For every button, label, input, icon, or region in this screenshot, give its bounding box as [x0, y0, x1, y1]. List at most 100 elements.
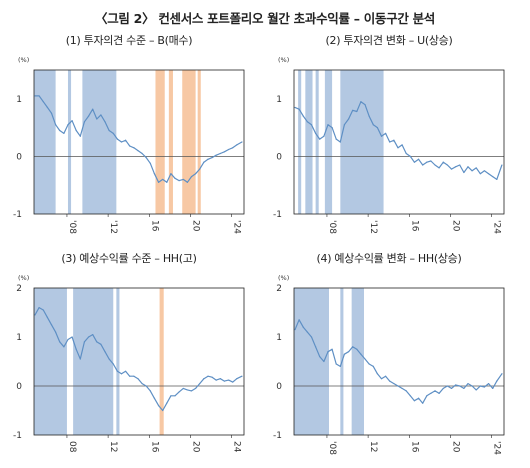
- data-point: [294, 106, 296, 109]
- data-point: [298, 319, 300, 321]
- data-point: [236, 378, 238, 380]
- data-point: [475, 167, 477, 169]
- data-point: [327, 351, 329, 353]
- data-point: [166, 402, 168, 404]
- data-point: [422, 164, 424, 166]
- data-point: [42, 309, 44, 311]
- shade-band-blue: [116, 288, 120, 435]
- data-point: [153, 173, 156, 175]
- series-line: [35, 95, 243, 183]
- y-tick-label: -1: [273, 431, 282, 441]
- shade-band-blue: [34, 70, 56, 214]
- data-point: [302, 326, 304, 328]
- data-point: [455, 166, 457, 168]
- data-point: [141, 152, 143, 155]
- data-point: [298, 108, 300, 110]
- data-point: [434, 164, 436, 166]
- data-point: [178, 179, 180, 182]
- data-point: [211, 156, 213, 159]
- data-point: [455, 384, 457, 386]
- data-point: [149, 390, 151, 392]
- shade-band-blue: [315, 70, 319, 214]
- y-tick-label: 1: [276, 95, 282, 105]
- data-point: [129, 375, 131, 377]
- data-point: [232, 147, 234, 149]
- data-point: [475, 389, 477, 391]
- data-point: [327, 124, 329, 126]
- data-point: [211, 376, 213, 378]
- chart-panel-1: (1) 투자의견 수준 – B(매수) (%) -1 0 1 '08 '12 16 20 '24: [4, 32, 254, 237]
- data-point: [368, 115, 370, 117]
- data-point: [92, 333, 94, 336]
- data-point: [352, 346, 354, 348]
- data-point: [116, 138, 118, 140]
- x-tick-label: 16: [149, 441, 159, 453]
- data-point: [401, 144, 403, 146]
- x-tick-label: 08: [67, 441, 77, 453]
- data-point: [401, 387, 403, 390]
- data-point: [405, 390, 407, 392]
- data-point: [162, 178, 164, 181]
- data-point: [215, 379, 217, 381]
- data-point: [170, 395, 172, 397]
- data-point: [96, 341, 98, 343]
- data-point: [487, 382, 490, 385]
- data-point: [42, 101, 44, 103]
- data-point: [496, 178, 498, 181]
- chart-svg-2: (%) -1 0 1 '08 '12 16 20 '24: [273, 56, 505, 234]
- data-point: [306, 331, 308, 333]
- data-point: [104, 351, 106, 353]
- data-point: [397, 147, 399, 149]
- shade-band-orange: [182, 70, 196, 214]
- y-tick-label: -1: [13, 431, 22, 441]
- data-point: [426, 395, 428, 397]
- data-point: [116, 370, 118, 372]
- data-point: [339, 365, 341, 367]
- data-point: [385, 375, 387, 377]
- chart-title-4: (4) 예상수익률 변화 – HH(상승): [316, 252, 462, 265]
- data-point: [393, 382, 395, 385]
- y-tick-label: -1: [273, 210, 282, 220]
- data-point: [92, 108, 94, 110]
- figure-title: 〈그림 2〉 컨센서스 포트폴리오 월간 초과수익률 – 이동구간 분석: [95, 11, 435, 26]
- data-point: [319, 138, 321, 140]
- data-point: [376, 373, 378, 375]
- data-point: [186, 181, 188, 183]
- data-point: [174, 177, 176, 179]
- y-tick-label: -1: [13, 210, 22, 220]
- data-point: [450, 387, 453, 390]
- data-point: [75, 348, 77, 350]
- data-point: [356, 348, 358, 350]
- data-point: [463, 387, 465, 390]
- data-point: [71, 336, 73, 338]
- data-point: [59, 129, 61, 132]
- data-point: [241, 375, 243, 377]
- data-point: [50, 112, 53, 114]
- data-point: [157, 181, 160, 183]
- data-point: [50, 324, 53, 326]
- data-point: [38, 95, 40, 97]
- data-point: [141, 382, 143, 385]
- data-point: [438, 392, 440, 394]
- data-point: [372, 365, 374, 367]
- data-point: [471, 385, 473, 387]
- chart-panel-4: (4) 예상수익률 변화 – HH(상승) (%) -1 0 1 2'08 12 16 20 '…: [264, 250, 514, 455]
- data-point: [120, 141, 123, 143]
- data-point: [450, 168, 453, 170]
- x-tick-label: '08: [327, 441, 337, 455]
- data-point: [195, 387, 197, 390]
- data-point: [129, 145, 131, 147]
- data-point: [463, 171, 465, 174]
- shade-band-blue: [73, 288, 114, 435]
- data-point: [178, 391, 180, 393]
- shade-band-orange: [155, 70, 165, 214]
- data-point: [203, 378, 205, 380]
- data-point: [397, 385, 399, 387]
- plot-frame: [33, 287, 245, 436]
- data-point: [438, 167, 440, 169]
- data-point: [302, 115, 304, 117]
- data-point: [162, 409, 164, 412]
- data-point: [294, 329, 296, 331]
